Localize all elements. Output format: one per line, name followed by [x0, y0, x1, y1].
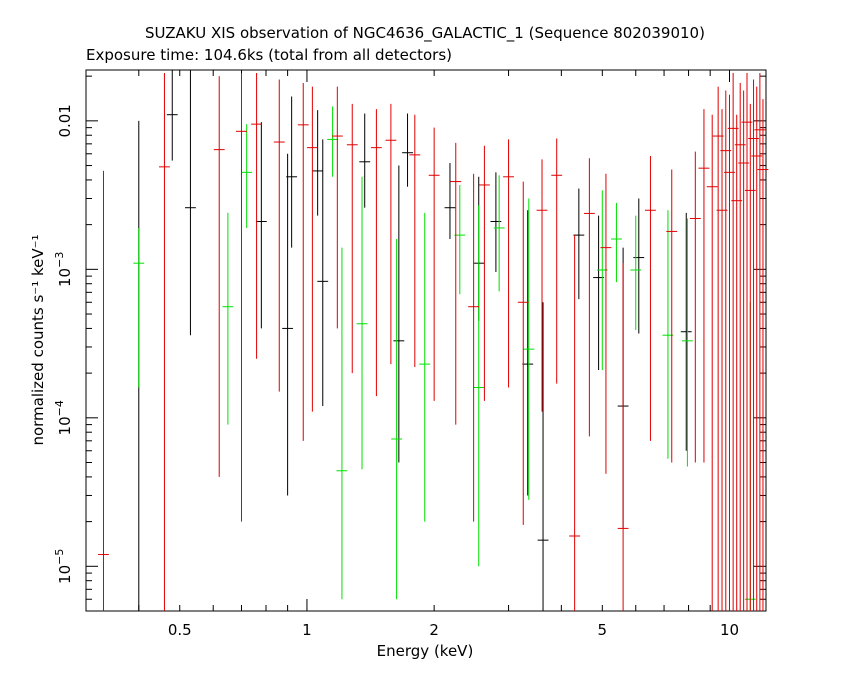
- y-tick-label: 0.01: [56, 104, 74, 137]
- plot-frame: [85, 69, 767, 612]
- y-axis-label: normalized counts s⁻¹ keV⁻¹: [29, 234, 47, 445]
- y-tick-exponent: −4: [53, 400, 66, 416]
- y-tick-exponent: −3: [53, 252, 66, 268]
- y-tick-label-text: 10−3: [53, 252, 74, 287]
- x-tick-label: 2: [429, 621, 439, 639]
- y-tick-label: 10−5: [53, 549, 74, 584]
- x-tick-label: 0.5: [168, 621, 192, 639]
- y-tick-exponent: −5: [53, 549, 66, 565]
- chart-title: SUZAKU XIS observation of NGC4636_GALACT…: [145, 24, 705, 43]
- y-tick-label-text: 10−5: [53, 549, 74, 584]
- y-tick-label-text: 0.01: [56, 104, 74, 137]
- chart-subtitle: Exposure time: 104.6ks (total from all d…: [86, 46, 452, 64]
- y-tick-label-text: 10−4: [53, 400, 74, 435]
- x-tick-label: 1: [302, 621, 312, 639]
- x-axis-label: Energy (keV): [377, 642, 474, 660]
- data-marks: [98, 70, 769, 612]
- y-tick-label: 10−3: [53, 252, 74, 287]
- x-tick-label: 5: [598, 621, 608, 639]
- y-tick-label: 10−4: [53, 400, 74, 435]
- x-tick-label: 10: [720, 621, 739, 639]
